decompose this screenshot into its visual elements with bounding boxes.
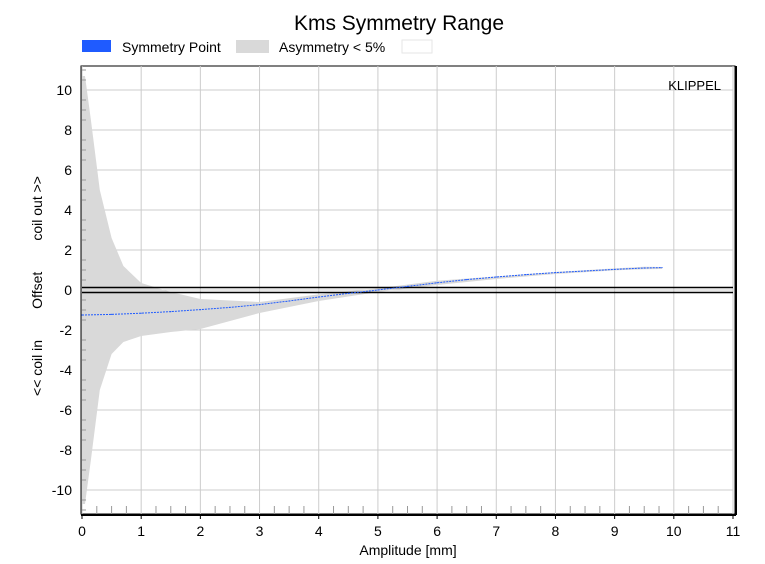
watermark-text: KLIPPEL: [668, 78, 721, 93]
symmetry-point-marker: [406, 285, 409, 287]
symmetry-point-marker: [525, 274, 527, 276]
x-tick-label: 11: [726, 523, 741, 539]
symmetry-point-marker: [495, 276, 497, 278]
legend-swatch-asymmetry: [236, 40, 269, 53]
legend-label-symmetry-point: Symmetry Point: [122, 39, 221, 55]
reference-line-layer: [82, 286, 733, 294]
symmetry-point-marker: [81, 314, 83, 316]
x-tick-label: 4: [315, 523, 323, 539]
symmetry-point-line-layer: [81, 267, 663, 316]
x-tick-label: 1: [137, 523, 145, 539]
y-tick-label: 6: [64, 162, 72, 178]
minor-ticks: [82, 69, 719, 514]
y-tick-labels: 10 8 6 4 2 0 -2 -4 -6 -8 -10: [52, 82, 72, 498]
symmetry-point-marker: [170, 311, 172, 313]
symmetry-point-marker: [661, 267, 663, 269]
symmetry-point-marker: [110, 313, 113, 315]
asymmetry-band-layer: [82, 76, 662, 504]
symmetry-point-marker: [140, 312, 142, 314]
y-tick-label: 10: [56, 82, 72, 98]
x-tick-label: 8: [552, 523, 560, 539]
symmetry-point-marker: [377, 289, 379, 291]
chart-title: Kms Symmetry Range: [294, 12, 504, 35]
symmetry-point-marker: [643, 267, 645, 269]
symmetry-point-marker: [199, 309, 201, 311]
y-tick-label: -10: [52, 482, 72, 498]
symmetry-point-marker: [258, 304, 261, 306]
x-tick-label: 10: [666, 523, 682, 539]
y-tick-label: -6: [60, 402, 73, 418]
symmetry-point-marker: [554, 272, 557, 274]
x-tick-label: 3: [256, 523, 264, 539]
y-tick-label: 2: [64, 242, 72, 258]
x-tick-labels: 0 1 2 3 4 5 6 7 8 9 10 11: [78, 514, 740, 539]
x-axis-label: Amplitude [mm]: [359, 542, 456, 558]
y-tick-label: 8: [64, 122, 72, 138]
symmetry-point-marker: [436, 282, 438, 284]
legend: Symmetry Point Asymmetry < 5%: [82, 39, 433, 55]
x-tick-label: 2: [196, 523, 204, 539]
symmetry-point-marker: [229, 306, 231, 308]
y-tick-label: 0: [64, 282, 72, 298]
symmetry-point-marker: [584, 270, 586, 272]
symmetry-point-marker: [347, 292, 349, 294]
y-tick-label: -4: [60, 362, 73, 378]
x-tick-label: 9: [611, 523, 619, 539]
legend-swatch-symmetry-point: [82, 40, 111, 52]
asymmetry-band: [82, 76, 662, 504]
symmetry-point-marker: [288, 300, 290, 302]
symmetry-point-marker: [614, 268, 616, 270]
x-tick-label: 7: [492, 523, 500, 539]
symmetry-point-marker: [318, 296, 320, 298]
x-tick-label: 6: [433, 523, 441, 539]
symmetry-point-marker: [466, 279, 468, 281]
y-tick-label: 4: [64, 202, 72, 218]
y-axis-label: << coil in Offset coil out >>: [29, 176, 45, 396]
legend-label-asymmetry: Asymmetry < 5%: [279, 39, 385, 55]
x-tick-label: 0: [78, 523, 86, 539]
legend-swatch-empty: [401, 39, 433, 54]
y-tick-label: -2: [60, 322, 73, 338]
y-tick-label: -8: [60, 442, 73, 458]
x-tick-label: 5: [374, 523, 382, 539]
